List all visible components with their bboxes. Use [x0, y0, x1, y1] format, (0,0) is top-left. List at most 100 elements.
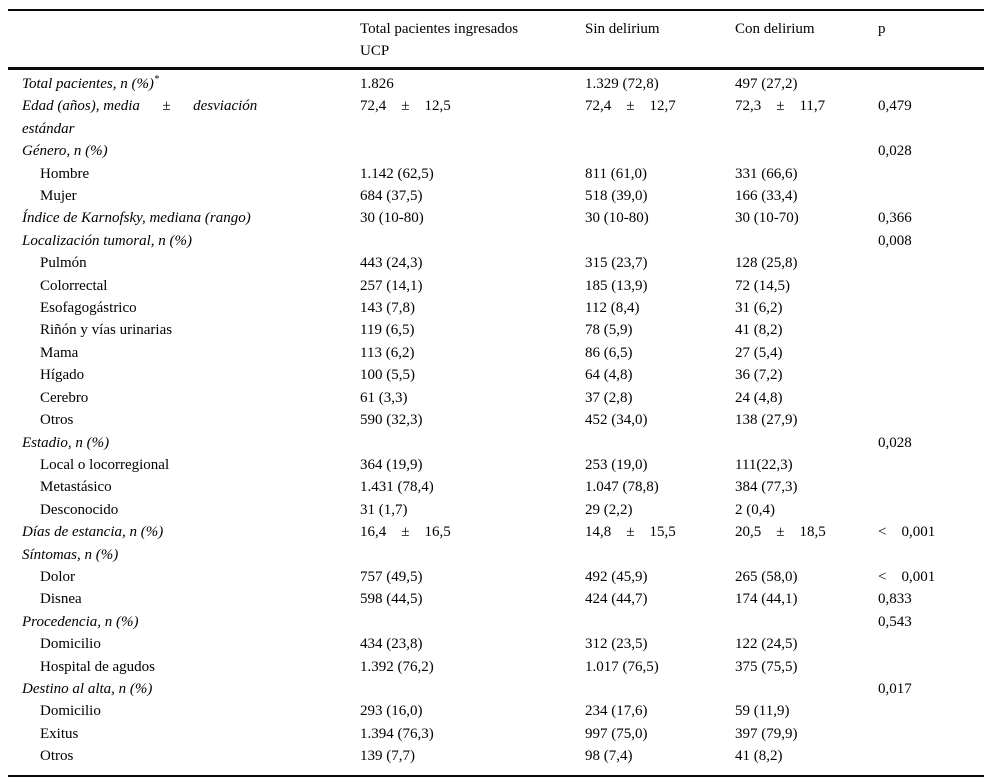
table-row: Estadio, n (%) 0,028 [8, 432, 984, 454]
cell-p [878, 723, 984, 745]
row-label: Esofagogástrico [8, 297, 360, 319]
cell-sin: 811 (61,0) [585, 165, 647, 182]
cell-p [878, 454, 984, 476]
row-label: Disnea [8, 588, 360, 610]
row-label-text: Mama [40, 344, 79, 361]
row-label: Hombre [8, 163, 360, 185]
cell-p: 0,479 [878, 98, 912, 115]
cell-sin: 30 (10-80) [585, 210, 649, 227]
cell-con: 2 (0,4) [735, 501, 775, 518]
row-label-text: Otros [40, 748, 74, 765]
header-cell-con-delirium: Con delirium [735, 21, 815, 37]
cell-con: 20,5 ± 18,5 [735, 524, 826, 541]
row-label: Local o locorregional [8, 454, 360, 476]
row-label: Otros [8, 745, 360, 767]
row-label: Localización tumoral, n (%) [8, 230, 360, 252]
row-label: Procedencia, n (%) [8, 611, 360, 633]
cell-p: 0,366 [878, 210, 912, 227]
cell-total: 1.142 (62,5) [360, 165, 434, 182]
footnote-marker: * [153, 74, 159, 85]
cell-con: 59 (11,9) [735, 703, 790, 720]
table-row: Colorrectal 257 (14,1) 185 (13,9) 72 (14,5) [8, 275, 984, 297]
cell-p [878, 476, 984, 498]
row-label-text: Disnea [40, 591, 82, 608]
row-label-text: Hombre [40, 165, 90, 182]
cell-sin: 98 (7,4) [585, 748, 633, 765]
row-label: Metastásico [8, 476, 360, 498]
cell-p [878, 409, 984, 431]
table-row: Hombre 1.142 (62,5) 811 (61,0) 331 (66,6) [8, 163, 984, 185]
table-row: Domicilio 293 (16,0) 234 (17,6) 59 (11,9) [8, 700, 984, 722]
row-label-text: Local o locorregional [40, 456, 170, 473]
cell-con: 27 (5,4) [735, 344, 783, 361]
row-label: Colorrectal [8, 275, 360, 297]
row-label-text: Domicilio [40, 703, 101, 720]
cell-total: 143 (7,8) [360, 300, 415, 317]
cell-p [878, 185, 984, 207]
row-label: Domicilio [8, 700, 360, 722]
cell-p: < 0,001 [878, 568, 936, 585]
cell-total: 16,4 ± 16,5 [360, 524, 451, 541]
cell-con: 397 (79,9) [735, 725, 798, 742]
cell-sin: 185 (13,9) [585, 277, 648, 294]
cell-sin: 234 (17,6) [585, 703, 648, 720]
cell-p [878, 163, 984, 185]
cell-sin [585, 432, 735, 454]
cell-total [360, 140, 585, 162]
cell-con [735, 230, 878, 252]
cell-p [878, 252, 984, 274]
row-label-text: Cerebro [40, 389, 89, 406]
cell-total: 61 (3,3) [360, 389, 408, 406]
cell-total: 757 (49,5) [360, 568, 423, 585]
row-label: Hospital de agudos [8, 656, 360, 678]
cell-p [878, 633, 984, 655]
patients-delirium-table: Total pacientes ingresados UCP Sin delir… [8, 9, 984, 777]
row-label: Dolor [8, 566, 360, 588]
cell-con: 31 (6,2) [735, 300, 783, 317]
row-label-text: Riñón y vías urinarias [40, 322, 173, 339]
cell-sin: 14,8 ± 15,5 [585, 524, 676, 541]
cell-sin [585, 611, 735, 633]
table-row: Destino al alta, n (%) 0,017 [8, 678, 984, 700]
table-row: Mujer 684 (37,5) 518 (39,0) 166 (33,4) [8, 185, 984, 207]
row-label: Estadio, n (%) [8, 432, 360, 454]
cell-total: 31 (1,7) [360, 501, 408, 518]
cell-p: 0,017 [878, 680, 912, 697]
table-row: Disnea 598 (44,5) 424 (44,7) 174 (44,1) 0,83… [8, 588, 984, 610]
table-row: Índice de Karnofsky, mediana (rango) 30 (… [8, 207, 984, 229]
cell-sin: 112 (8,4) [585, 300, 640, 317]
cell-con [735, 140, 878, 162]
table-row: Pulmón 443 (24,3) 315 (23,7) 128 (25,8) [8, 252, 984, 274]
row-label: Riñón y vías urinarias [8, 319, 360, 341]
row-label: Exitus [8, 723, 360, 745]
cell-sin: 312 (23,5) [585, 636, 648, 653]
row-label-text: Destino al alta, n (%) [22, 680, 153, 697]
row-label: Edad (años), media ± desviación estándar [8, 95, 360, 140]
cell-p [878, 499, 984, 521]
header-cell-sin-delirium: Sin delirium [585, 21, 660, 37]
row-label: Índice de Karnofsky, mediana (rango) [8, 207, 360, 229]
cell-total: 364 (19,9) [360, 456, 423, 473]
table-body: Total pacientes, n (%)* 1.826 1.329 (72,8)… [8, 70, 984, 775]
cell-con [735, 678, 878, 700]
table-row: Síntomas, n (%) [8, 544, 984, 566]
header-cell-label [8, 18, 360, 62]
row-label-text: Estadio, n (%) [22, 434, 110, 451]
cell-p: 0,833 [878, 591, 912, 608]
row-label-text: Metastásico [40, 479, 112, 496]
cell-con: 166 (33,4) [735, 188, 798, 205]
row-label-text: Mujer [40, 188, 77, 205]
row-label-text: Otros [40, 412, 74, 429]
cell-total: 434 (23,8) [360, 636, 423, 653]
table-row: Otros 590 (32,3) 452 (34,0) 138 (27,9) [8, 409, 984, 431]
cell-total [360, 432, 585, 454]
cell-total: 1.431 (78,4) [360, 479, 434, 496]
row-label: Total pacientes, n (%)* [8, 73, 360, 95]
table-row: Cerebro 61 (3,3) 37 (2,8) 24 (4,8) [8, 387, 984, 409]
cell-total: 684 (37,5) [360, 188, 423, 205]
row-label: Días de estancia, n (%) [8, 521, 360, 543]
table-row: Dolor 757 (49,5) 492 (45,9) 265 (58,0) < 0,0… [8, 566, 984, 588]
cell-con: 72,3 ± 11,7 [735, 98, 826, 115]
cell-sin: 37 (2,8) [585, 389, 633, 406]
cell-total: 598 (44,5) [360, 591, 423, 608]
